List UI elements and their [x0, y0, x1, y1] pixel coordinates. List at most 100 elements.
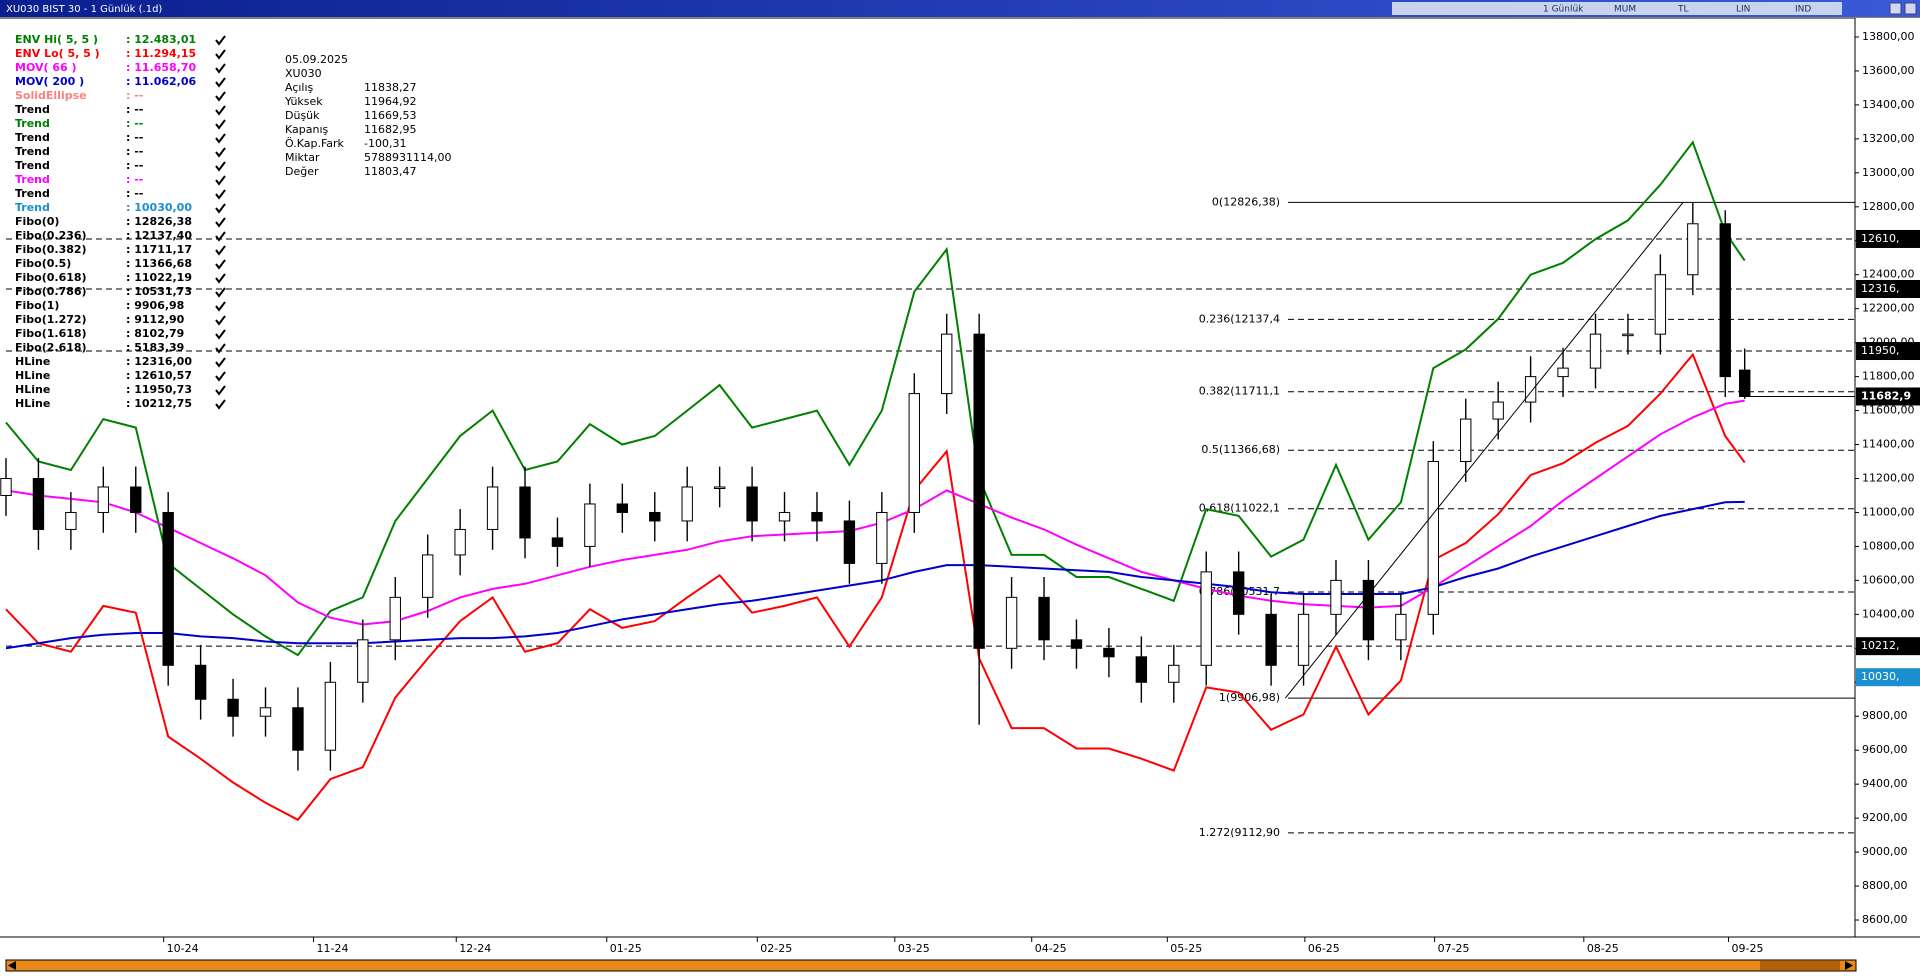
legend-value: : 11.658,70	[126, 61, 197, 74]
candle-body	[1297, 613, 1310, 666]
legend-name[interactable]: Fibo(0)	[15, 215, 59, 228]
legend-check[interactable]	[215, 147, 226, 158]
legend-name[interactable]: Trend	[15, 131, 50, 144]
toolbar-item[interactable]: 1 Günlük	[1543, 5, 1584, 15]
legend-name[interactable]: Trend	[15, 201, 50, 214]
candle-body	[1622, 333, 1634, 337]
legend-check[interactable]	[215, 371, 226, 382]
legend-check[interactable]	[215, 231, 226, 242]
x-tick-label: 06-25	[1308, 942, 1340, 955]
legend-name[interactable]: HLine	[15, 383, 50, 396]
candle-body	[389, 596, 401, 641]
legend-check[interactable]	[215, 203, 226, 214]
legend-name[interactable]: Fibo(1.618)	[15, 327, 87, 340]
y-tick-label: 12200,00	[1862, 302, 1915, 315]
legend-check[interactable]	[215, 385, 226, 396]
legend-name[interactable]: SolidEllipse	[15, 89, 87, 102]
legend-name[interactable]: ENV Hi( 5, 5 )	[15, 33, 98, 46]
legend-check[interactable]	[215, 315, 226, 326]
toolbar-item[interactable]: IND	[1795, 5, 1811, 15]
candle-body	[713, 486, 726, 489]
candle-body	[1265, 613, 1277, 666]
candle-body	[162, 511, 174, 666]
x-tick-label: 07-25	[1438, 942, 1470, 955]
candle-body	[292, 707, 304, 751]
legend-name[interactable]: Fibo(0.382)	[15, 243, 87, 256]
legend-name[interactable]: Fibo(0.5)	[15, 257, 71, 270]
legend-check[interactable]	[215, 119, 226, 130]
y-tick-label: 11200,00	[1862, 472, 1915, 485]
y-tick-label: 13200,00	[1862, 132, 1915, 145]
scroll-thumb[interactable]	[1760, 961, 1840, 970]
legend-check[interactable]	[215, 91, 226, 102]
toolbar-item[interactable]: LIN	[1736, 5, 1750, 15]
legend-name[interactable]: Trend	[15, 187, 50, 200]
info-value: 5788931114,00	[364, 151, 451, 164]
legend-check[interactable]	[215, 77, 226, 88]
legend-name[interactable]: Fibo(1)	[15, 299, 59, 312]
toolbar-item[interactable]: MUM	[1614, 5, 1636, 15]
y-tick-label: 11000,00	[1862, 505, 1915, 518]
legend-name[interactable]: Trend	[15, 117, 50, 130]
legend-check[interactable]	[215, 189, 226, 200]
legend-check[interactable]	[215, 301, 226, 312]
legend-name[interactable]: Fibo(0.786)	[15, 285, 87, 298]
legend-check[interactable]	[215, 105, 226, 116]
legend-name[interactable]: HLine	[15, 355, 50, 368]
legend-name[interactable]: Fibo(2.618)	[15, 341, 87, 354]
legend-check[interactable]	[215, 259, 226, 270]
legend-check[interactable]	[215, 399, 226, 410]
legend-check[interactable]	[215, 133, 226, 144]
legend-check[interactable]	[215, 287, 226, 298]
hline-label-text: 10212,	[1861, 639, 1900, 652]
legend-name[interactable]: Trend	[15, 159, 50, 172]
toolbar-item[interactable]: TL	[1677, 5, 1689, 15]
legend-check[interactable]	[215, 343, 226, 354]
legend-name[interactable]: Fibo(1.272)	[15, 313, 87, 326]
legend-check[interactable]	[215, 175, 226, 186]
legend-name[interactable]: MOV( 200 )	[15, 75, 84, 88]
legend-name[interactable]: HLine	[15, 397, 50, 410]
trend-label-text: 10030,	[1861, 670, 1900, 683]
candle-body	[1687, 223, 1699, 276]
legend-check[interactable]	[215, 161, 226, 172]
legend-check[interactable]	[215, 49, 226, 60]
legend-check[interactable]	[215, 273, 226, 284]
legend-value: : --	[126, 131, 143, 144]
legend-check[interactable]	[215, 329, 226, 340]
legend-name[interactable]: MOV( 66 )	[15, 61, 77, 74]
minimize-button[interactable]	[1889, 2, 1902, 15]
fib-label: 0.236(12137,4	[1199, 312, 1280, 325]
candle-body	[778, 511, 791, 522]
candle-body	[32, 478, 45, 530]
legend-name[interactable]: Trend	[15, 103, 50, 116]
y-tick-label: 10600,00	[1862, 573, 1915, 586]
close-button[interactable]	[1904, 2, 1917, 15]
legend-name[interactable]: Trend	[15, 173, 50, 186]
candle-body	[941, 333, 953, 395]
y-tick-label: 9800,00	[1862, 709, 1908, 722]
y-tick-label: 8800,00	[1862, 879, 1908, 892]
scrollbar[interactable]	[5, 959, 1857, 972]
legend-check[interactable]	[215, 63, 226, 74]
hline-label-box	[1856, 279, 1920, 298]
legend-name[interactable]: HLine	[15, 369, 50, 382]
legend-name[interactable]: ENV Lo( 5, 5 )	[15, 47, 100, 60]
info-label: Kapanış	[285, 123, 329, 136]
legend-value: : 11.062,06	[126, 75, 197, 88]
legend-name[interactable]: Trend	[15, 145, 50, 158]
legend-name[interactable]: Fibo(0.618)	[15, 271, 87, 284]
candle-body	[1395, 613, 1407, 641]
legend-name[interactable]: Fibo(0.236)	[15, 229, 87, 242]
y-tick-label: 9000,00	[1862, 845, 1908, 858]
legend-value: : 11366,68	[126, 257, 192, 270]
legend-check[interactable]	[215, 217, 226, 228]
legend-check[interactable]	[215, 245, 226, 256]
info-value: 11838,27	[364, 81, 417, 94]
legend-value: : --	[126, 145, 143, 158]
candle-body	[908, 393, 920, 513]
legend-check[interactable]	[215, 35, 226, 46]
legend-check[interactable]	[215, 357, 226, 368]
fib-label: 0.5(11366,68)	[1201, 443, 1280, 456]
